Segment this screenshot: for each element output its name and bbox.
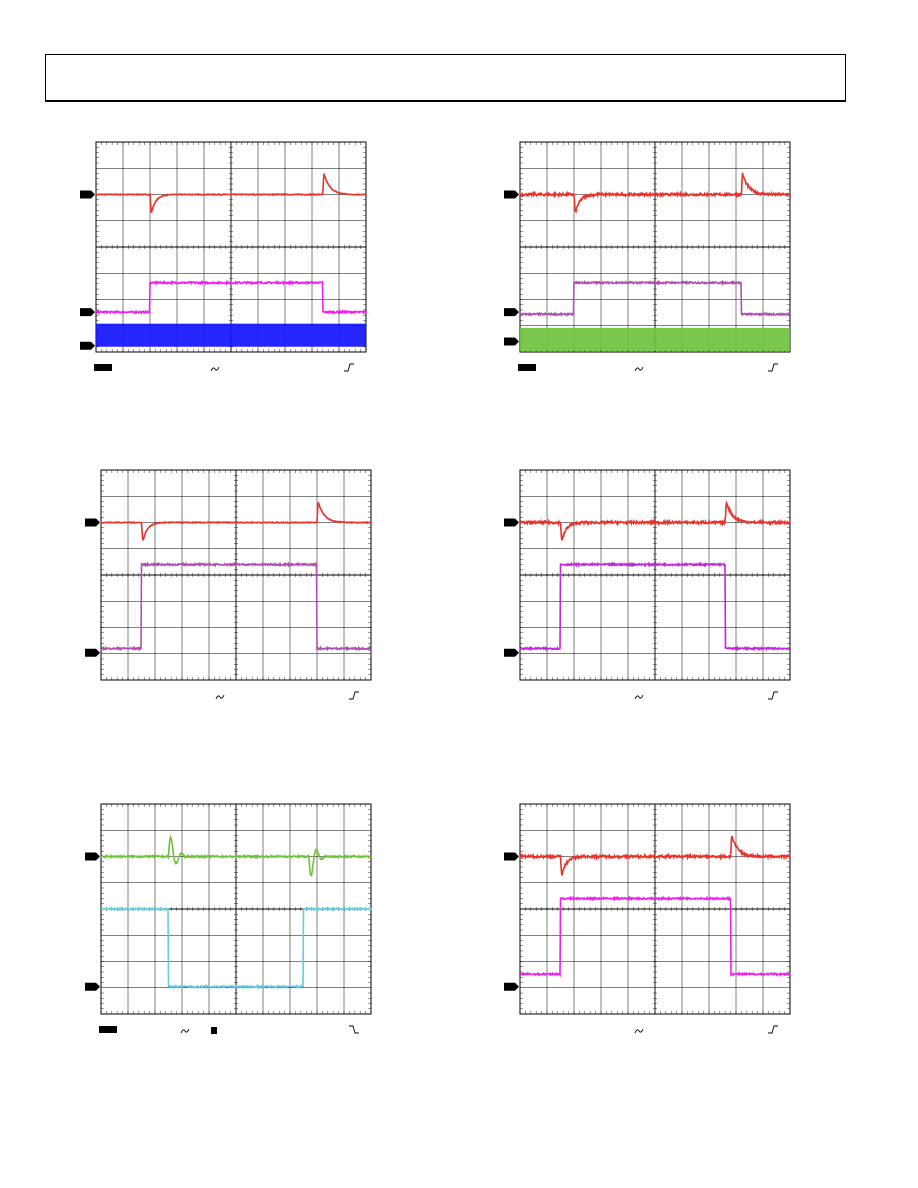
channel-marker-icon	[85, 518, 100, 527]
trace-red	[519, 500, 791, 541]
ac-coupling-icon	[634, 366, 644, 372]
scope-figure-5	[83, 800, 403, 1060]
trace-red	[519, 172, 790, 214]
trace-noise-band	[96, 323, 366, 347]
trace-noise-band	[520, 327, 790, 351]
trace-cyan	[101, 906, 372, 991]
ac-coupling-icon	[634, 694, 644, 700]
page-header	[45, 54, 846, 102]
scope-plot	[504, 141, 791, 372]
trace-red	[519, 835, 791, 876]
trigger-edge-icon	[349, 1025, 359, 1034]
trigger-edge-icon	[768, 691, 778, 700]
trigger-edge-icon	[768, 1025, 778, 1034]
channel-marker-icon	[80, 190, 95, 199]
channel-marker-icon	[85, 982, 100, 991]
channel-marker-icon	[80, 341, 95, 350]
scope-figure-1	[78, 138, 398, 398]
scope-plot	[80, 141, 367, 372]
channel-marker-icon	[504, 852, 519, 861]
scope-figure-4	[502, 466, 822, 726]
channel-marker-icon	[85, 852, 100, 861]
channel-marker-icon	[504, 190, 519, 199]
trace-purple	[519, 279, 791, 318]
ac-coupling-icon	[634, 1028, 644, 1034]
scope-plot	[85, 803, 372, 1034]
trace-magenta	[95, 279, 367, 316]
trace-magenta	[519, 895, 791, 978]
channel-marker-icon	[504, 308, 519, 317]
scope-figure-2	[502, 138, 822, 398]
trace-violet	[519, 561, 791, 652]
channel-indicator-icon	[518, 364, 536, 371]
channel-indicator-icon	[94, 364, 112, 371]
trace-red	[100, 501, 372, 541]
scope-figure-3	[83, 466, 403, 726]
scope-figure-6	[502, 800, 822, 1060]
trace-purple	[100, 561, 372, 652]
scope-plot	[504, 469, 791, 700]
scope-plot	[85, 469, 372, 700]
marker-box-icon	[211, 1027, 217, 1034]
channel-marker-icon	[504, 982, 519, 991]
channel-marker-icon	[85, 648, 100, 657]
channel-marker-icon	[504, 337, 519, 346]
channel-marker-icon	[504, 518, 519, 527]
channel-marker-icon	[80, 308, 95, 317]
trigger-edge-icon	[768, 363, 778, 372]
ac-coupling-icon	[215, 694, 225, 700]
channel-marker-icon	[504, 648, 519, 657]
scope-plot	[504, 803, 791, 1034]
trace-red	[95, 173, 367, 213]
trigger-edge-icon	[349, 691, 359, 700]
trigger-edge-icon	[344, 363, 354, 372]
channel-indicator-icon	[99, 1026, 117, 1033]
trace-green	[100, 834, 372, 877]
ac-coupling-icon	[180, 1028, 190, 1034]
ac-coupling-icon	[210, 366, 220, 372]
